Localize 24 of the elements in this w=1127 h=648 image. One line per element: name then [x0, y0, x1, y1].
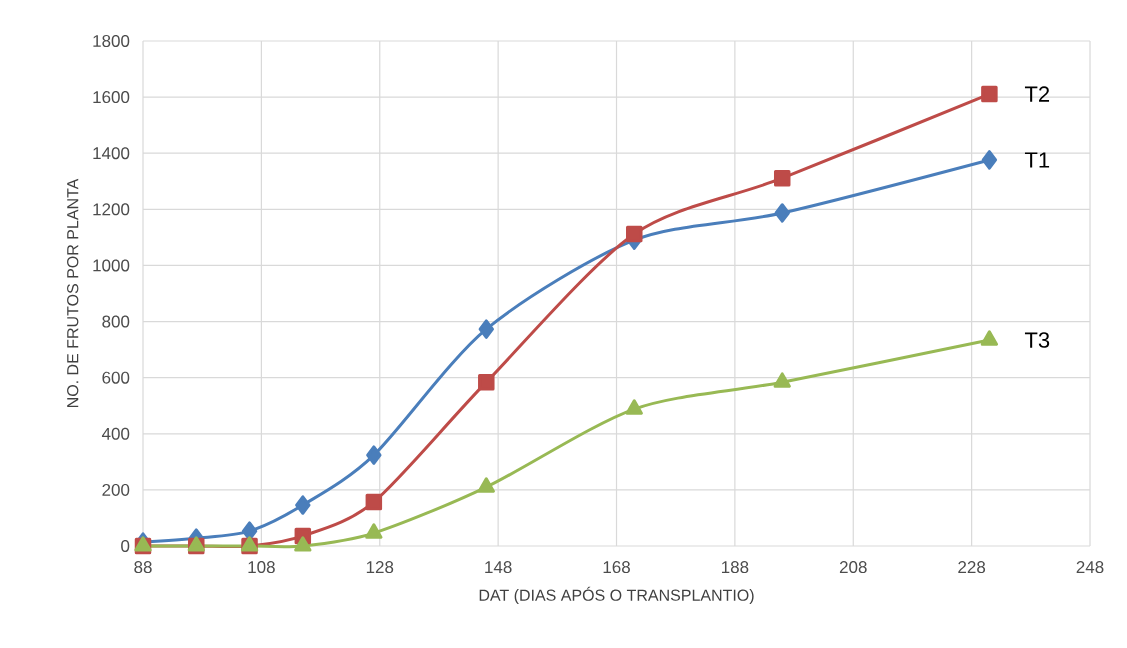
y-tick-label: 1400 [93, 147, 130, 160]
y-tick-label: 1000 [93, 259, 130, 272]
x-tick-label: 208 [839, 561, 867, 574]
x-tick-label: 148 [485, 561, 512, 574]
y-tick-label: 1200 [93, 203, 130, 216]
x-tick-label: 128 [366, 561, 394, 574]
y-tick-label: 600 [102, 371, 130, 384]
series-label: T3 [1024, 332, 1050, 348]
series-label: T2 [1024, 86, 1050, 102]
x-tick-label: 168 [603, 561, 630, 574]
y-tick-label: 200 [102, 483, 130, 496]
y-tick-label: 1800 [93, 34, 130, 47]
y-axis-title: NO. DE FRUTOS POR PLANTA [67, 178, 79, 408]
y-tick-label: 1600 [93, 91, 130, 104]
y-tick-label: 400 [101, 427, 130, 440]
y-tick-label: 0 [121, 539, 130, 553]
x-tick-label: 108 [248, 561, 275, 574]
x-tick-label: 248 [1076, 561, 1104, 574]
x-axis-title: DAT (DIAS APÓS O TRANSPLANTIO) [479, 586, 754, 605]
y-tick-label: 800 [102, 315, 130, 328]
x-tick-label: 188 [721, 561, 749, 574]
series-label: T1 [1024, 152, 1050, 168]
x-tick-label: 88 [134, 561, 152, 574]
x-tick-label: 228 [958, 561, 986, 574]
